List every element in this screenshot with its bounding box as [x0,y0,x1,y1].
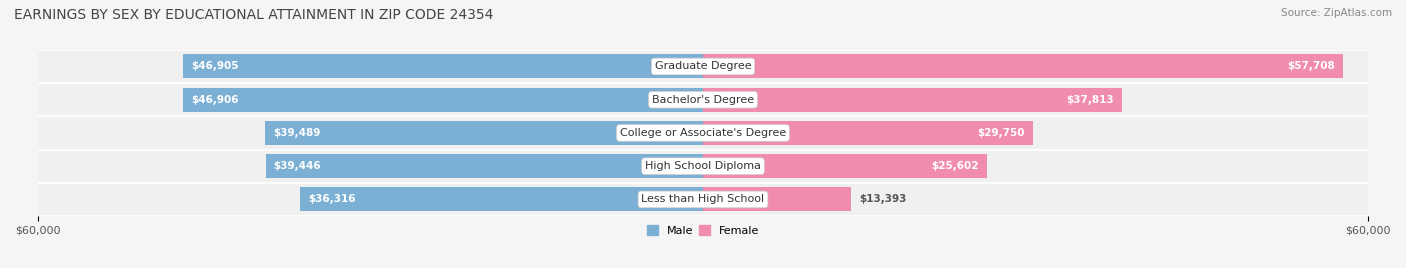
Text: College or Associate's Degree: College or Associate's Degree [620,128,786,138]
Text: $57,708: $57,708 [1286,61,1334,72]
Text: $39,446: $39,446 [274,161,321,171]
Text: $46,905: $46,905 [191,61,239,72]
Bar [703,54,1343,79]
Bar [266,154,703,178]
Legend: Male, Female: Male, Female [643,221,763,240]
Bar [38,183,1368,216]
Bar [38,50,1368,83]
Bar [703,154,987,178]
Text: Graduate Degree: Graduate Degree [655,61,751,72]
Text: EARNINGS BY SEX BY EDUCATIONAL ATTAINMENT IN ZIP CODE 24354: EARNINGS BY SEX BY EDUCATIONAL ATTAINMEN… [14,8,494,22]
Bar [301,187,703,211]
Bar [703,187,852,211]
Text: $13,393: $13,393 [859,194,907,204]
Text: $25,602: $25,602 [931,161,979,171]
Bar [38,116,1368,150]
Text: Less than High School: Less than High School [641,194,765,204]
Text: Source: ZipAtlas.com: Source: ZipAtlas.com [1281,8,1392,18]
Text: High School Diploma: High School Diploma [645,161,761,171]
Text: $46,906: $46,906 [191,95,239,105]
Bar [183,54,703,79]
Text: $39,489: $39,489 [273,128,321,138]
Text: $37,813: $37,813 [1067,95,1115,105]
Bar [38,83,1368,116]
Text: $36,316: $36,316 [308,194,356,204]
Bar [703,121,1033,145]
Text: Bachelor's Degree: Bachelor's Degree [652,95,754,105]
Bar [266,121,703,145]
Bar [38,150,1368,183]
Bar [703,88,1122,112]
Bar [183,88,703,112]
Text: $29,750: $29,750 [977,128,1025,138]
